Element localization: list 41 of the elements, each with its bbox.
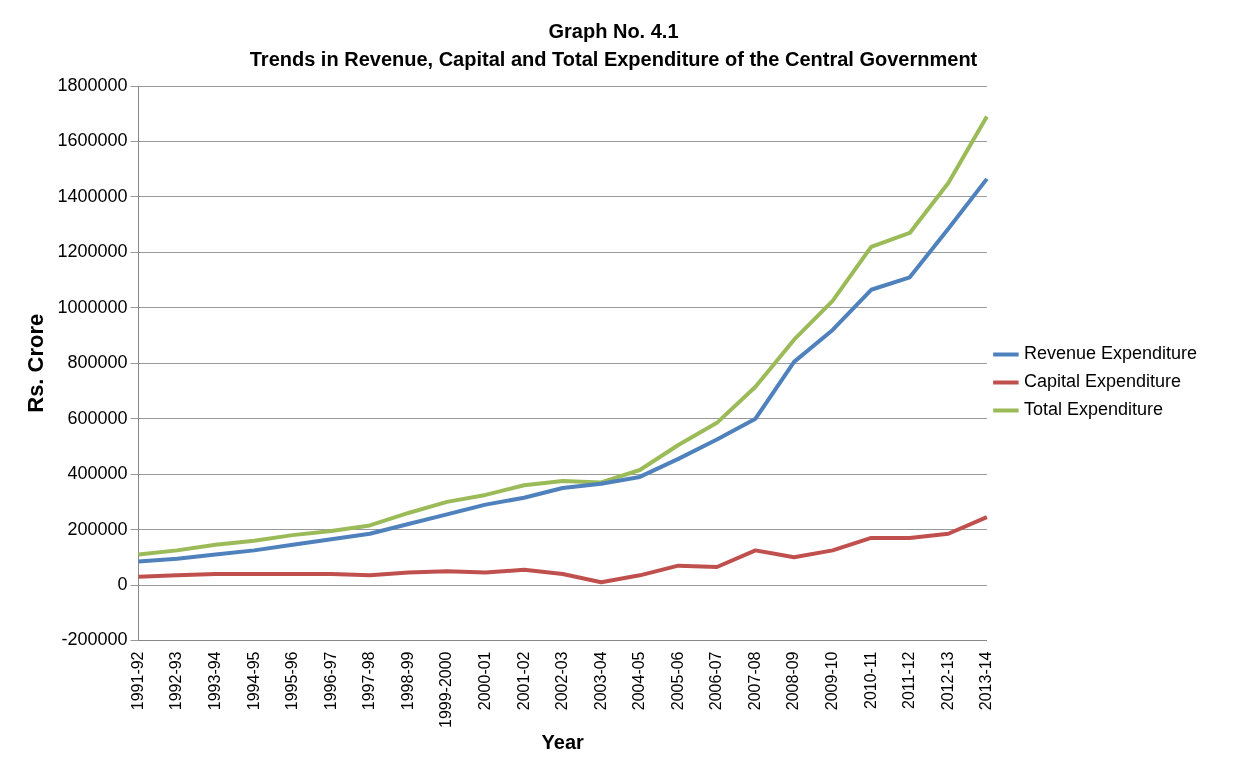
x-tick-label: 2009-10 <box>823 651 841 711</box>
y-tick-label: 0 <box>117 574 128 594</box>
y-tick-label: 1800000 <box>57 74 128 95</box>
x-tick-label: 1994-95 <box>244 651 262 711</box>
y-tick-label: 1400000 <box>57 185 128 206</box>
legend-label: Total Expenditure <box>1023 399 1163 420</box>
x-tick-label: 2000-01 <box>475 651 493 711</box>
x-tick-label: 2004-05 <box>630 651 648 711</box>
x-tick-label: 2003-04 <box>591 651 609 711</box>
x-tick-label: 1992-93 <box>167 651 185 711</box>
chart-subtitle: Trends in Revenue, Capital and Total Expenditure of the Central Government <box>249 47 978 70</box>
x-axis-title: Year <box>541 730 585 753</box>
x-tick-label: 1997-98 <box>360 651 378 711</box>
x-tick-label: 1996-97 <box>321 651 339 711</box>
y-tick-label: -200000 <box>61 629 128 650</box>
chart-title: Graph No. 4.1 <box>548 19 679 42</box>
x-tick-label: 2001-02 <box>514 651 532 711</box>
y-tick-label: 400000 <box>67 463 128 484</box>
y-axis-title: Rs. Crore <box>23 313 49 413</box>
legend-label: Capital Expenditure <box>1023 371 1181 392</box>
x-tick-label: 2013-14 <box>977 651 995 711</box>
y-tick-label: 1200000 <box>57 241 128 262</box>
y-tick-label: 1000000 <box>57 296 128 317</box>
x-tick-label: 1993-94 <box>206 651 224 711</box>
y-tick-label: 1600000 <box>57 130 128 151</box>
x-tick-label: 1998-99 <box>398 651 416 711</box>
x-tick-label: 2006-07 <box>707 651 725 711</box>
x-tick-label: 1995-96 <box>283 651 301 711</box>
x-tick-label: 2008-09 <box>784 651 802 711</box>
x-tick-label: 2011-12 <box>900 651 918 710</box>
x-tick-label: 1991-92 <box>128 651 146 711</box>
y-tick-label: 600000 <box>67 407 128 428</box>
y-tick-label: 800000 <box>67 352 128 373</box>
x-tick-label: 2005-06 <box>668 651 686 711</box>
x-tick-label: 2010-11 <box>861 651 879 710</box>
y-tick-label: 200000 <box>67 518 128 539</box>
legend-label: Revenue Expenditure <box>1023 343 1198 364</box>
x-tick-label: 2007-08 <box>745 651 763 711</box>
x-tick-label: 1999-2000 <box>437 651 455 728</box>
x-tick-label: 2012-13 <box>938 651 956 711</box>
x-tick-label: 2002-03 <box>553 651 571 711</box>
